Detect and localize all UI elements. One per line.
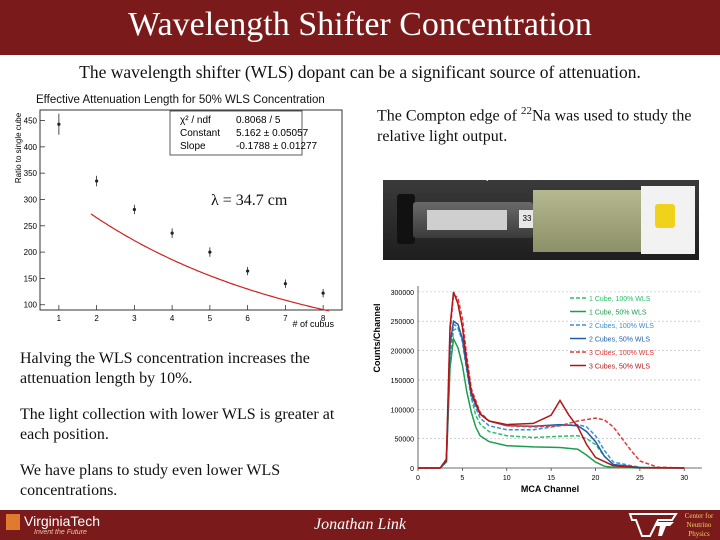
data-point — [321, 291, 325, 295]
vt-logo-text: VirginiaTech — [24, 513, 101, 529]
attenuation-points — [57, 113, 325, 298]
y-tick-label: 300000 — [391, 290, 414, 297]
compton-pre: The Compton edge of — [377, 107, 521, 125]
footer-bar — [0, 510, 720, 540]
x-tick-label: 2 — [94, 314, 99, 323]
data-point — [246, 269, 250, 273]
data-point — [283, 282, 287, 286]
spectrum-legend: 1 Cube, 100% WLS 1 Cube, 50% WLS 2 Cubes, … — [570, 296, 654, 371]
na-label-main: Na (E — [447, 161, 485, 179]
spectrum-xlabel: MCA Channel — [521, 484, 579, 494]
x-tick-label: 30 — [680, 475, 688, 482]
x-tick-label: 0 — [416, 475, 420, 482]
x-tick-label: 5 — [208, 314, 213, 323]
y-tick-label: 200000 — [391, 349, 414, 356]
x-tick-label: 20 — [592, 475, 600, 482]
spectrum-series — [418, 291, 685, 469]
x-tick-label: 3 — [132, 314, 137, 323]
na-rest: of 511 and 1274 keV) — [489, 161, 634, 179]
y-tick-label: 250 — [24, 222, 38, 231]
data-point — [95, 179, 99, 183]
stat-label-chi2: χ² / ndf — [180, 115, 211, 126]
spectrum-line — [418, 291, 685, 469]
y-tick-label: 300 — [24, 195, 38, 204]
data-point — [57, 122, 61, 126]
bullet-concentration: Halving the WLS concentration increases … — [20, 350, 310, 387]
na-sub: γ — [484, 169, 490, 182]
y-tick-label: 100 — [24, 301, 38, 310]
attenuation-plot-title: Effective Attenuation Length for 50% WLS… — [36, 94, 325, 106]
x-tick-label: 25 — [636, 475, 644, 482]
attenuation-plot: 1 2 3 4 5 6 7 8 100 150 200 250 300 350 400 450 χ² / nd… — [14, 109, 343, 329]
data-point — [132, 207, 136, 212]
lambda-label: λ = 34.7 cm — [211, 192, 288, 209]
attenuation-xlabel: # of cubus — [292, 319, 334, 329]
y-tick-label: 200 — [24, 248, 38, 257]
center-for-neutrino-physics: Center for Neutrino Physics — [682, 512, 716, 539]
spectrum-ylabel: Counts/Channel — [372, 304, 382, 373]
legend-entry: 3 Cubes, 50% WLS — [589, 364, 650, 371]
center-line-1: Center for — [684, 512, 714, 520]
legend-entry: 3 Cubes, 100% WLS — [589, 350, 654, 357]
vt-emblem-icon — [628, 513, 678, 537]
stat-value-chi2: 0.8068 / 5 — [236, 115, 281, 126]
center-line-2: Neutrino — [686, 521, 712, 529]
x-tick-label: 7 — [283, 314, 288, 323]
na-label: 22Na (Eγ of 511 and 1274 keV) — [436, 159, 633, 182]
detector-photo: 33 — [383, 180, 699, 260]
title-bar — [0, 0, 720, 55]
y-tick-label: 150000 — [391, 378, 414, 385]
x-tick-label: 5 — [460, 475, 464, 482]
y-tick-label: 400 — [24, 143, 38, 152]
slide-subtitle: The wavelength shifter (WLS) dopant can … — [79, 62, 641, 82]
stat-value-slope: -0.1788 ± 0.01277 — [236, 141, 318, 152]
spectrum-line — [418, 336, 685, 469]
compton-sup: 22 — [520, 105, 532, 117]
center-line-3: Physics — [688, 530, 710, 538]
slide-title: Wavelength Shifter Concentration — [128, 6, 592, 43]
x-tick-label: 10 — [503, 475, 511, 482]
stat-value-constant: 5.162 ± 0.05057 — [236, 128, 309, 139]
compton-post: Na was used to study the relative light … — [377, 107, 692, 146]
x-tick-label: 6 — [245, 314, 250, 323]
legend-entry: 1 Cube, 100% WLS — [589, 296, 651, 303]
spectrum-axes: 0 50000 100000 150000 200000 250000 300000 0 5 10… — [391, 286, 702, 482]
attenuation-ylabel: Ratio to single cube — [14, 112, 23, 183]
y-tick-label: 150 — [24, 274, 38, 283]
y-tick-label: 450 — [24, 117, 38, 126]
x-tick-label: 4 — [170, 314, 175, 323]
spectrum-chart: 0 50000 100000 150000 200000 250000 300000 0 5 10… — [370, 278, 712, 500]
fit-curve — [90, 213, 329, 312]
vt-logo-icon — [6, 514, 20, 530]
spectrum-line — [418, 327, 685, 469]
y-tick-label: 0 — [410, 466, 414, 473]
legend-entry: 2 Cubes, 50% WLS — [589, 337, 650, 344]
fit-stats-box — [169, 110, 303, 156]
presenter-name: Jonathan Link — [314, 516, 406, 533]
data-point — [170, 231, 174, 235]
stat-label-slope: Slope — [180, 141, 206, 152]
y-tick-label: 350 — [24, 169, 38, 178]
y-tick-label: 50000 — [395, 437, 415, 444]
y-tick-label: 250000 — [391, 319, 414, 326]
x-tick-label: 8 — [321, 314, 326, 323]
x-tick-label: 15 — [547, 475, 555, 482]
bullet-light-collection: The light collection with lower WLS is g… — [20, 406, 335, 443]
data-point — [208, 250, 212, 254]
vt-tagline: Invent the Future — [34, 529, 87, 536]
na-sup: 22 — [436, 159, 447, 171]
compton-text: The Compton edge of 22Na was used to stu… — [377, 101, 712, 147]
stat-label-constant: Constant — [180, 128, 220, 139]
spectrum-background — [370, 278, 712, 500]
legend-entry: 2 Cubes, 100% WLS — [589, 323, 654, 330]
attenuation-axes: 1 2 3 4 5 6 7 8 100 150 200 250 300 350 400 450 — [24, 117, 326, 323]
spectrum-line — [418, 293, 685, 469]
photo-tag: 33 — [519, 210, 535, 228]
legend-entry: 1 Cube, 50% WLS — [589, 310, 647, 317]
x-tick-label: 1 — [57, 314, 62, 323]
bullet-future-plans: We have plans to study even lower WLS co… — [20, 462, 281, 499]
y-tick-label: 100000 — [391, 407, 414, 414]
